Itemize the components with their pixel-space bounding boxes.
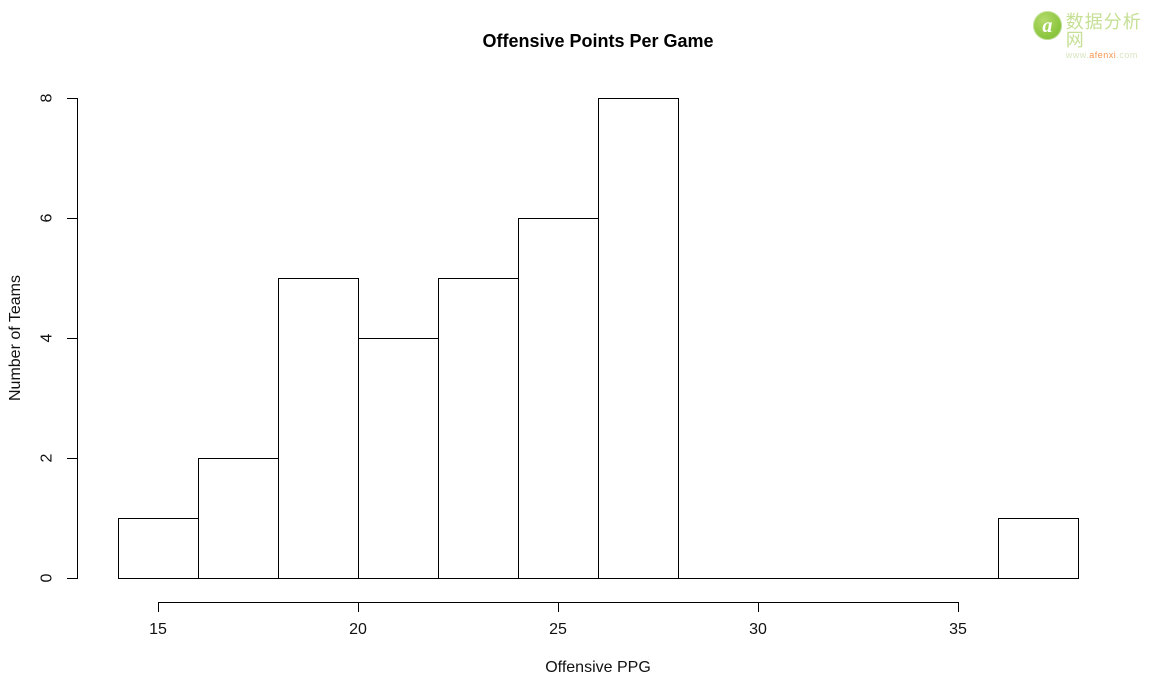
y-axis-tick	[67, 458, 77, 459]
y-axis-line	[77, 98, 78, 579]
watermark-url: www.afenxi.com	[1065, 50, 1138, 60]
watermark-site-name: 数据分析网	[1065, 12, 1142, 50]
y-axis-tick	[67, 578, 77, 579]
zero-count-baseline	[838, 578, 919, 579]
logo-glyph: a	[1042, 14, 1053, 37]
y-axis-tick	[67, 218, 77, 219]
watermark: a 数据分析网 www.afenxi.com	[1033, 11, 1160, 60]
histogram-bar	[438, 278, 519, 579]
y-axis-tick	[67, 98, 77, 99]
histogram-bar	[198, 458, 279, 579]
histogram-bar	[998, 518, 1079, 579]
histogram-bar	[358, 338, 439, 579]
histogram-bar	[598, 98, 679, 579]
zero-count-baseline	[918, 578, 999, 579]
afenxi-logo-icon: a	[1033, 11, 1062, 40]
histogram-bar	[118, 518, 199, 579]
watermark-text: 数据分析网 www.afenxi.com	[1066, 11, 1160, 60]
x-axis-tick	[558, 602, 559, 612]
x-axis-tick	[758, 602, 759, 612]
y-axis-tick	[67, 338, 77, 339]
x-axis-tick	[358, 602, 359, 612]
x-axis-tick	[958, 602, 959, 612]
x-axis-tick	[158, 602, 159, 612]
histogram-bar	[518, 218, 599, 579]
zero-count-baseline	[678, 578, 759, 579]
zero-count-baseline	[758, 578, 839, 579]
histogram-bar	[278, 278, 359, 579]
